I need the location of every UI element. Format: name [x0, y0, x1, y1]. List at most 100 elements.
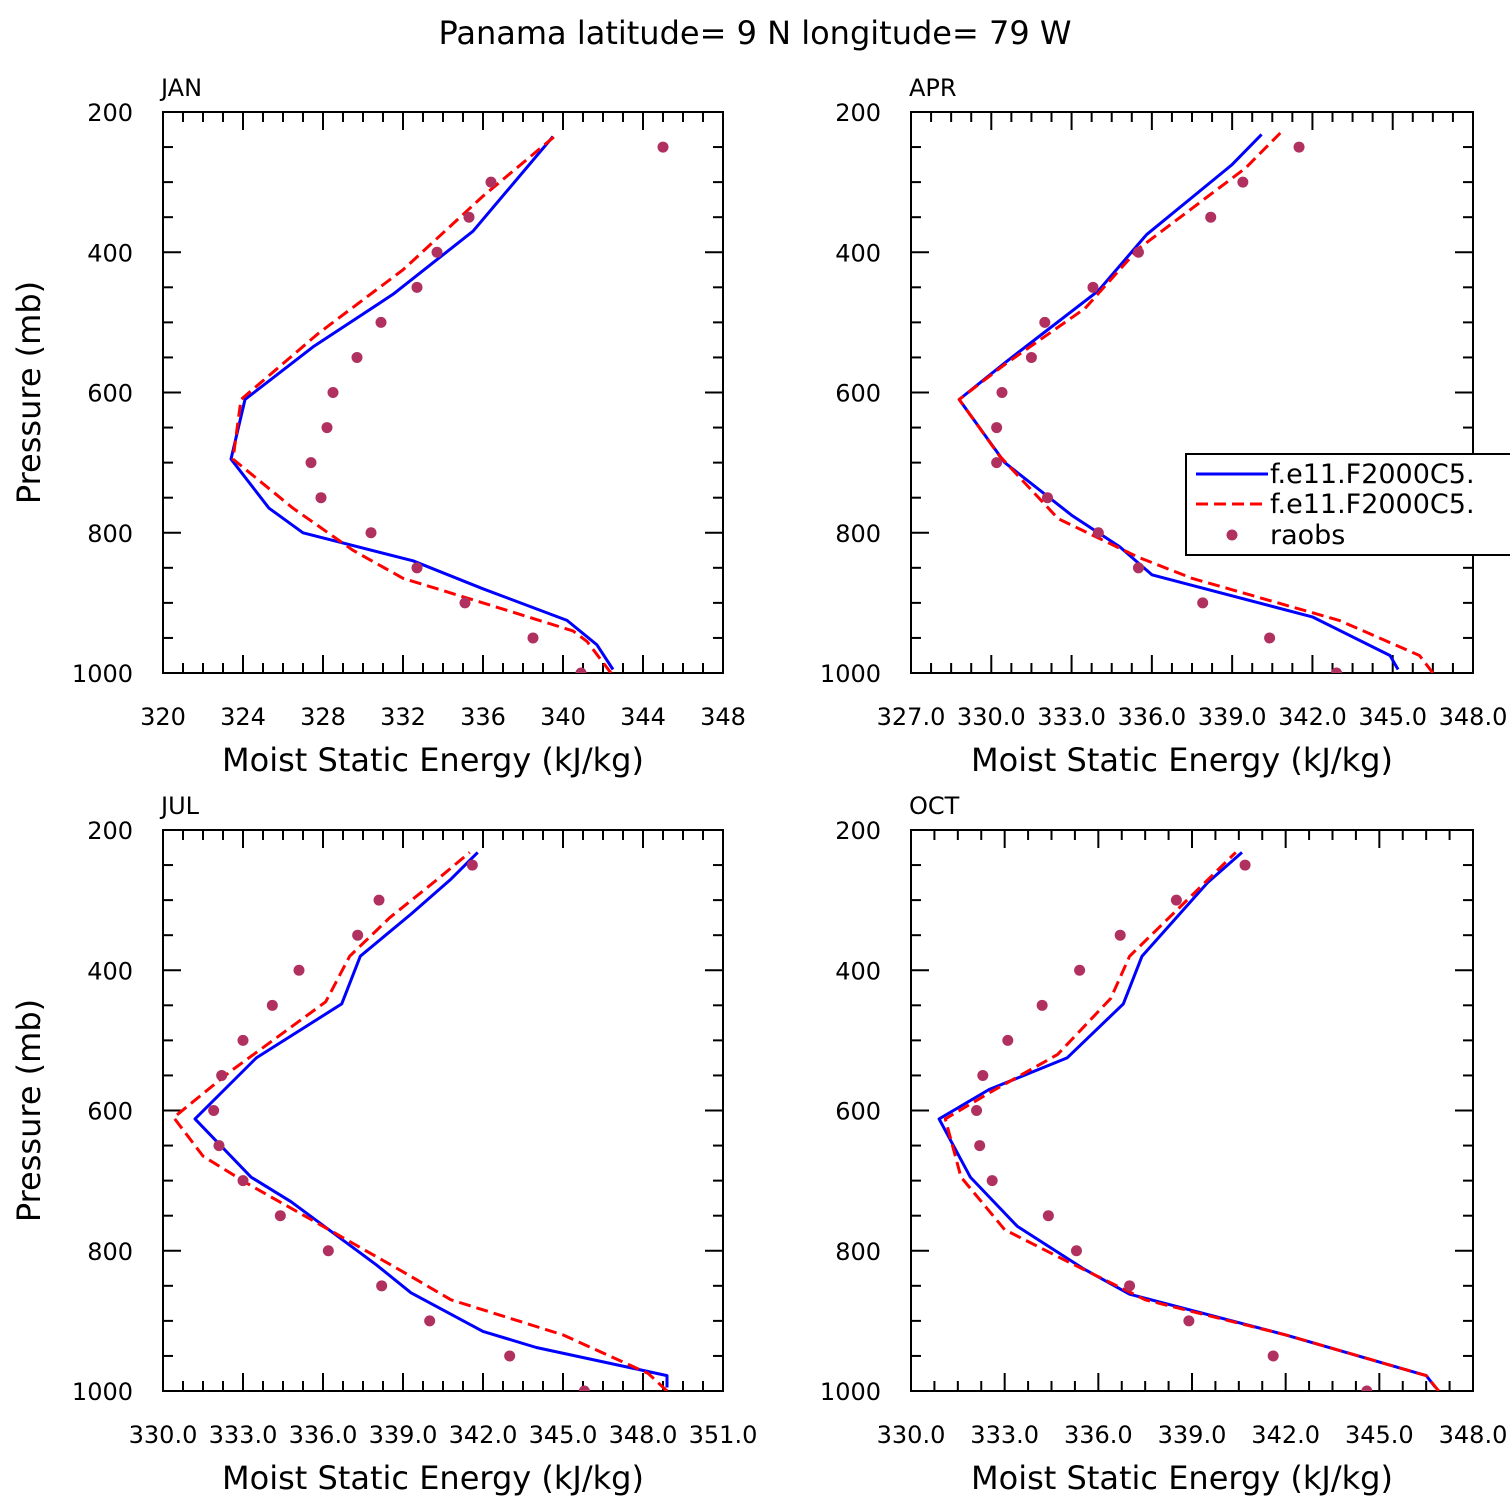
panel-apr: APR 200 400 600 800 1000 327.0 330.0 333.0 336.0 3…: [820, 74, 1510, 779]
y-tick-label: 800: [87, 1238, 133, 1266]
data-layer-jan: [229, 133, 669, 673]
raobs-point: [266, 999, 278, 1011]
raobs-point: [1361, 1385, 1373, 1391]
model-line-solid: [193, 851, 669, 1388]
raobs-point: [1331, 667, 1343, 673]
x-tick-label: 330.0: [877, 1421, 946, 1449]
x-tick-label: 336: [460, 703, 506, 731]
raobs-point: [1070, 1245, 1082, 1257]
x-tick-label: 345.0: [1358, 703, 1427, 731]
raobs-point: [1132, 246, 1144, 258]
legend: f.e11.F2000C5.f.e11.F2000C5.raobs: [1185, 453, 1510, 556]
raobs-point: [305, 457, 317, 469]
raobs-point: [657, 141, 669, 153]
raobs-point: [274, 1210, 286, 1222]
y-axis-label: Pressure (mb): [10, 281, 48, 504]
legend-marker-raobs: [1226, 529, 1238, 541]
x-tick-label: 342.0: [449, 1421, 518, 1449]
panel-label-jan: JAN: [159, 74, 202, 102]
x-tick-label: 339.0: [369, 1421, 438, 1449]
raobs-point: [327, 387, 339, 398]
y-tick-label: 600: [87, 380, 133, 408]
x-axis-label: Moist Static Energy (kJ/kg): [971, 1459, 1393, 1497]
raobs-point: [1197, 597, 1209, 609]
y-tick-label: 1000: [820, 660, 881, 688]
raobs-point: [351, 351, 363, 363]
raobs-point: [504, 1350, 516, 1362]
x-tick-label: 339.0: [1158, 1421, 1227, 1449]
raobs-point: [527, 632, 539, 644]
x-tick-label: 345.0: [529, 1421, 598, 1449]
y-tick-label: 800: [835, 520, 881, 548]
y-tick-label: 1000: [72, 660, 133, 688]
model-line-solid: [937, 851, 1437, 1389]
x-tick-label: 342.0: [1251, 1421, 1320, 1449]
x-tick-label: 320: [140, 703, 186, 731]
y-tick-label: 1000: [820, 1378, 881, 1406]
x-tick-label: 348.0: [1439, 1421, 1508, 1449]
x-tick-label: 328: [300, 703, 346, 731]
data-layer-oct: [937, 851, 1440, 1391]
raobs-point: [216, 1069, 228, 1081]
x-tick-label: 333.0: [1037, 703, 1106, 731]
raobs-point: [459, 597, 471, 609]
x-tick-label: 327.0: [877, 703, 946, 731]
raobs-point: [293, 964, 305, 976]
y-tick-label: 200: [87, 817, 133, 845]
raobs-point: [1039, 316, 1051, 328]
raobs-point: [986, 1175, 998, 1187]
y-tick-label: 400: [87, 239, 133, 267]
legend-entry: f.e11.F2000C5.: [1270, 459, 1475, 490]
x-tick-label: 330.0: [957, 703, 1026, 731]
raobs-point: [1124, 1280, 1136, 1292]
y-tick-label: 400: [87, 957, 133, 985]
x-tick-label: 332: [380, 703, 426, 731]
x-tick-label: 344: [620, 703, 666, 731]
model-line-dashed: [943, 851, 1440, 1391]
raobs-point: [575, 667, 587, 673]
raobs-point: [1002, 1034, 1014, 1046]
raobs-point: [991, 457, 1003, 469]
x-axis-label: Moist Static Energy (kJ/kg): [971, 741, 1393, 779]
plot-frame-oct: [910, 829, 1474, 1392]
panel-oct: OCT 200 400 600 800 1000 330.0 333.0 336.0 339.0 3…: [820, 792, 1507, 1497]
raobs-point: [1237, 176, 1249, 188]
raobs-point: [996, 387, 1008, 398]
raobs-point: [1114, 929, 1126, 941]
raobs-point: [1074, 964, 1086, 976]
raobs-point: [237, 1175, 249, 1187]
y-tick-label: 200: [835, 99, 881, 127]
raobs-point: [1042, 1210, 1054, 1222]
plot-frame-jul: [162, 829, 724, 1392]
panel-jul: JUL 200 400 600 800 1000 330.0 333.0 336.0 339.0 3…: [10, 792, 757, 1497]
x-tick-label: 339.0: [1198, 703, 1267, 731]
raobs-point: [1183, 1315, 1195, 1327]
y-tick-label: 1000: [72, 1378, 133, 1406]
legend-entry: f.e11.F2000C5.: [1270, 489, 1475, 520]
raobs-point: [1170, 894, 1182, 906]
raobs-point: [1087, 281, 1099, 293]
raobs-point: [578, 1385, 590, 1391]
x-tick-label: 342.0: [1278, 703, 1347, 731]
panel-label-jul: JUL: [159, 792, 200, 820]
x-tick-label: 336.0: [1064, 1421, 1133, 1449]
x-tick-label: 333.0: [970, 1421, 1039, 1449]
raobs-point: [1036, 999, 1048, 1011]
y-tick-label: 600: [87, 1098, 133, 1126]
data-layer-jul: [172, 851, 669, 1391]
raobs-point: [424, 1315, 436, 1327]
x-tick-label: 351.0: [689, 1421, 758, 1449]
legend-box: [1185, 453, 1510, 556]
y-tick-label: 200: [835, 817, 881, 845]
raobs-point: [411, 281, 423, 293]
raobs-point: [1239, 859, 1251, 871]
x-tick-label: 348: [700, 703, 746, 731]
x-tick-label: 333.0: [209, 1421, 278, 1449]
x-tick-label: 345.0: [1345, 1421, 1414, 1449]
raobs-point: [1267, 1350, 1279, 1362]
x-tick-label: 348.0: [1439, 703, 1508, 731]
raobs-point: [237, 1034, 249, 1046]
